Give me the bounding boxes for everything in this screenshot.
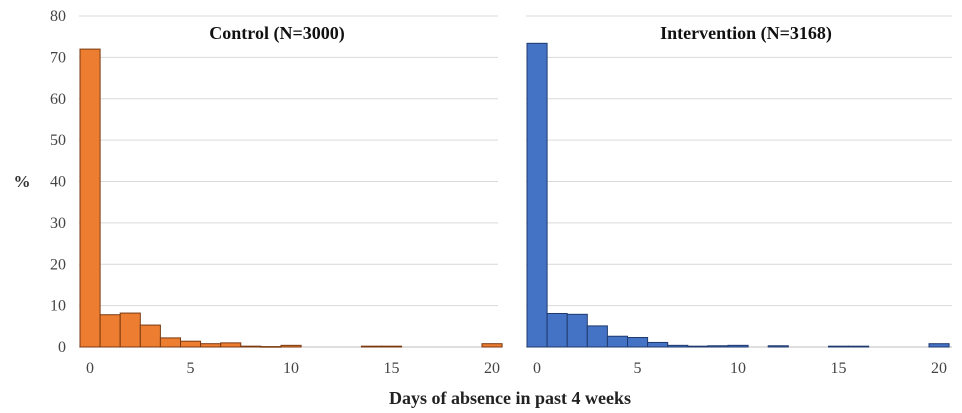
y-tick-label: 50	[50, 132, 66, 149]
bar-control-10	[280, 344, 302, 348]
x-axis-ticks: 0 5 10 15 20 0 5 10 15 20	[86, 360, 947, 377]
panel-title-control: Control (N=3000)	[209, 23, 344, 44]
x-tick-label: 5	[187, 360, 195, 377]
bar-intervention-3	[586, 325, 608, 348]
panel-intervention: Intervention (N=3168)	[526, 23, 950, 348]
bar-control-15	[381, 345, 403, 348]
bar-intervention-1	[546, 312, 568, 348]
bar-control-20	[481, 343, 503, 348]
bar-control-8	[240, 345, 262, 348]
bar-control-1	[99, 314, 121, 348]
bar-control-14	[360, 345, 382, 348]
y-tick-label: 60	[50, 91, 66, 108]
x-tick-label: 10	[283, 360, 299, 377]
y-tick-label: 20	[50, 256, 66, 273]
x-axis-label: Days of absence in past 4 weeks	[389, 388, 631, 408]
bar-control-9	[260, 346, 282, 348]
panel-control: Control (N=3000)	[79, 23, 503, 348]
y-axis-ticks: 0 10 20 30 40 50 60 70 80	[50, 8, 66, 356]
y-axis-label: %	[14, 172, 31, 191]
bar-intervention-15	[828, 345, 850, 348]
y-tick-label: 0	[58, 339, 66, 356]
y-tick-label: 80	[50, 8, 66, 25]
bar-control-2	[119, 312, 141, 348]
y-tick-label: 40	[50, 174, 66, 191]
bar-control-6	[200, 343, 222, 348]
x-tick-label: 5	[634, 360, 642, 377]
y-tick-label: 30	[50, 215, 66, 232]
bar-intervention-8	[687, 345, 709, 348]
bar-intervention-4	[606, 335, 629, 348]
bar-intervention-5	[627, 336, 649, 348]
bar-intervention-2	[566, 313, 588, 348]
y-tick-label: 10	[50, 298, 66, 315]
grid-layer	[79, 15, 952, 348]
bar-intervention-6	[647, 341, 669, 348]
x-tick-label: 20	[931, 360, 947, 377]
bar-intervention-7	[667, 344, 689, 348]
bar-control-5	[180, 340, 202, 348]
bar-intervention-12	[767, 345, 789, 348]
x-tick-label: 0	[533, 360, 541, 377]
x-tick-label: 10	[730, 360, 746, 377]
bar-control-3	[139, 324, 161, 348]
bar-control-7	[220, 342, 242, 348]
bar-intervention-9	[707, 345, 729, 348]
bar-control-0	[79, 48, 101, 348]
x-tick-label: 15	[831, 360, 847, 377]
bar-intervention-20	[928, 343, 950, 348]
x-tick-label: 15	[384, 360, 400, 377]
bar-intervention-16	[848, 345, 870, 348]
x-tick-label: 20	[484, 360, 500, 377]
x-tick-label: 0	[86, 360, 94, 377]
panel-title-intervention: Intervention (N=3168)	[660, 23, 832, 44]
bar-intervention-10	[727, 344, 749, 348]
bar-control-4	[159, 337, 181, 348]
y-tick-label: 70	[50, 49, 66, 66]
bar-intervention-0	[526, 42, 548, 348]
